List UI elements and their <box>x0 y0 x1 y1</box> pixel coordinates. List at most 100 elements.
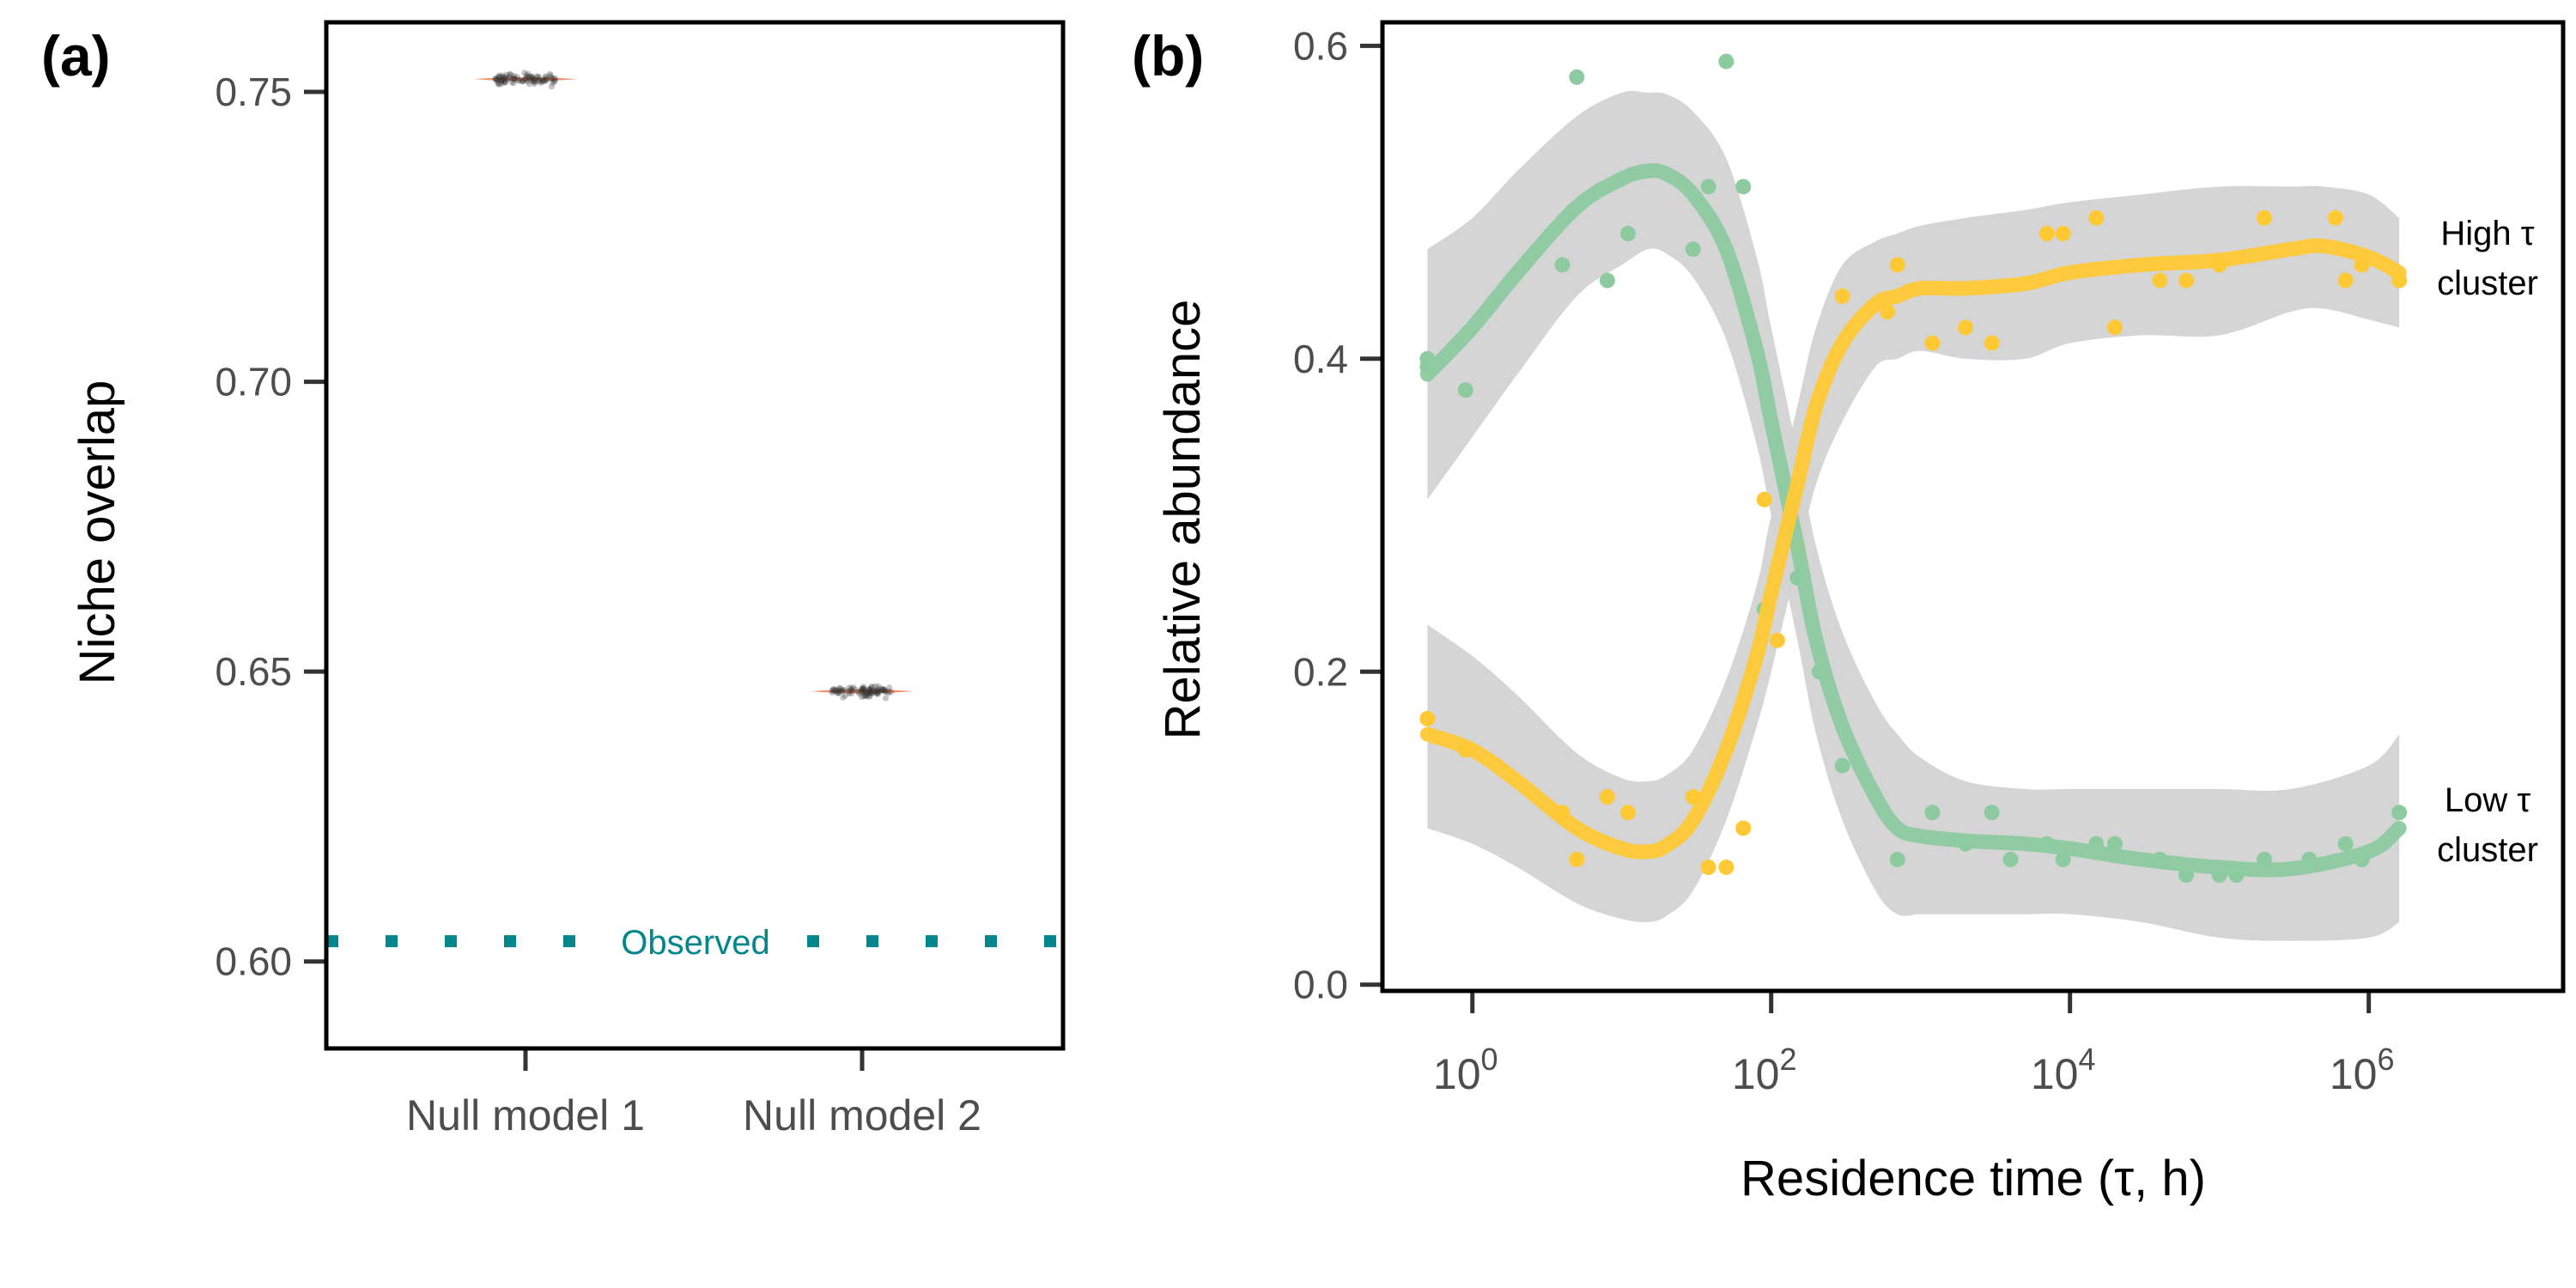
jitter-point <box>873 690 880 697</box>
jitter-point <box>501 79 509 86</box>
jitter-point <box>510 76 517 82</box>
low-tau-cluster-label: Low τ <box>2445 781 2530 819</box>
panel-a-y-tick-label: 0.60 <box>215 939 292 984</box>
jitter-point <box>868 690 875 696</box>
panel-b-y-tick-label: 0.4 <box>1293 337 1348 381</box>
jitter-point <box>879 686 886 694</box>
low-tau-point <box>1700 179 1716 195</box>
jitter-point <box>542 74 550 81</box>
jitter-point <box>852 686 859 693</box>
jitter-point <box>551 77 558 84</box>
jitter-point <box>885 688 892 695</box>
jitter-point <box>848 686 855 694</box>
high-tau-point <box>1924 335 1941 351</box>
high-tau-point <box>2178 272 2195 289</box>
jitter-point <box>507 70 513 77</box>
jitter-point <box>546 70 554 77</box>
high-tau-point <box>1735 820 1752 836</box>
low-tau-point <box>1735 179 1752 195</box>
jitter-point <box>840 694 847 701</box>
jitter-point <box>875 685 882 693</box>
low-tau-point <box>2055 851 2071 867</box>
jitter-point <box>542 73 550 80</box>
jitter-point <box>520 77 527 85</box>
jitter-point <box>856 690 863 697</box>
jitter-point <box>866 693 872 701</box>
jitter-point <box>548 83 556 90</box>
jitter-point <box>497 73 504 81</box>
jitter-point <box>850 683 857 691</box>
jitter-point <box>530 76 538 82</box>
high-tau-point <box>2107 319 2123 336</box>
panel-a-y-tick-label: 0.70 <box>215 360 292 404</box>
jitter-point <box>862 690 869 697</box>
jitter-point <box>881 686 888 693</box>
jitter-point <box>829 689 835 696</box>
jitter-point <box>511 76 518 82</box>
jitter-point <box>836 684 843 691</box>
low-tau-point <box>1984 805 2000 821</box>
jitter-point <box>522 76 529 82</box>
jitter-point <box>519 77 526 85</box>
high-tau-point <box>2152 272 2168 289</box>
jitter-point <box>495 79 501 86</box>
panel-a-plot-area: 0.60 0.65 0.70 0.75 Null model 1 Null model 2… <box>215 70 1063 1139</box>
jitter-point <box>866 686 873 693</box>
high-tau-point <box>1718 860 1735 876</box>
jitter-point <box>875 683 882 690</box>
jitter-point <box>528 73 535 80</box>
jitter-point <box>499 72 506 79</box>
violin-1 <box>474 76 577 82</box>
high-tau-point <box>1700 860 1716 876</box>
panel-b-x-tick-label: 106 <box>2330 1042 2395 1098</box>
jitter-point <box>858 689 865 696</box>
panel-b: (b) Relative abundance Residence time (τ… <box>1132 20 2566 1206</box>
jitter-point <box>882 695 890 702</box>
jitter-point <box>846 690 853 697</box>
jitter-point <box>839 687 846 694</box>
jitter-point <box>506 73 513 81</box>
panel-b-x-tick-label: 104 <box>2031 1042 2096 1098</box>
panel-b-plot-area: 0.0 0.2 0.4 0.6 100 102 104 106 Low τ cluster High… <box>1293 23 2538 1098</box>
jitter-point <box>841 687 848 694</box>
high-tau-point <box>2337 272 2354 289</box>
jitter-point <box>498 76 506 83</box>
jitter-point <box>515 76 522 83</box>
jitter-point <box>498 81 505 88</box>
panel-b-y-tick-label: 0.6 <box>1293 23 1348 68</box>
panel-b-x-tick-label: 102 <box>1732 1042 1797 1098</box>
low-tau-point <box>1685 241 1701 258</box>
high-tau-point <box>2328 210 2344 226</box>
jitter-point <box>834 687 841 694</box>
jitter-point <box>861 690 868 696</box>
jitter-point <box>874 687 881 694</box>
jitter-point <box>869 690 876 696</box>
jitter-point <box>543 76 550 83</box>
jitter-point <box>861 687 868 695</box>
jitter-point <box>532 77 538 85</box>
jitter-point <box>536 77 543 84</box>
jitter-point <box>528 75 536 82</box>
jitter-point <box>552 75 559 82</box>
jitter-point <box>521 70 528 76</box>
low-tau-point <box>2337 835 2354 852</box>
jitter-point <box>860 686 866 693</box>
jitter-point <box>526 77 534 84</box>
jitter-point <box>550 75 557 82</box>
jitter-point <box>525 70 532 77</box>
jitter-point <box>846 684 853 691</box>
panel-b-x-axis-title: Residence time (τ, h) <box>1741 1151 2206 1206</box>
jitter-point <box>860 685 866 692</box>
jitter-point <box>530 77 537 85</box>
low-tau-point <box>1599 272 1615 289</box>
jitter-point <box>492 76 499 83</box>
high-tau-point <box>2038 226 2055 242</box>
jitter-point <box>876 689 883 696</box>
high-tau-point <box>1419 710 1436 726</box>
panel-b-y-axis-title: Relative abundance <box>1155 300 1211 740</box>
jitter-point <box>550 78 557 85</box>
jitter-point <box>835 690 842 696</box>
high-tau-point <box>1958 319 1974 336</box>
jitter-point <box>493 76 500 82</box>
panel-b-x-tick-label: 100 <box>1433 1042 1498 1098</box>
